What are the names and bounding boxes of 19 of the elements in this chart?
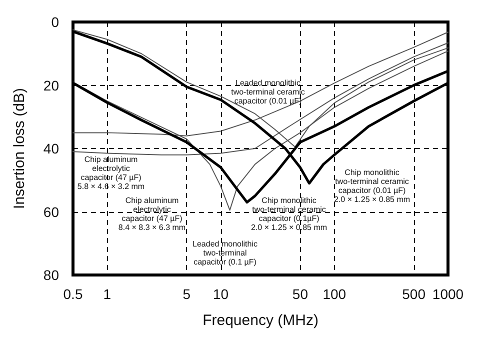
annotation: Chip aluminum electrolytic capacitor (47 µF) 8.4 × 8.3 × 6.3 mm xyxy=(118,196,186,232)
x-tick-label: 10 xyxy=(213,286,229,302)
x-tick-label: 5 xyxy=(182,286,191,302)
x-tick-label: 50 xyxy=(292,286,308,302)
annotation: Chip monolithic two-terminal ceramic capacitor (0.01 µF) 2.0 × 1.25 × 0.85 mm xyxy=(334,168,410,204)
y-axis-title: Insertion loss (dB) xyxy=(11,88,28,209)
y-tick-label: 80 xyxy=(43,267,60,283)
y-tick-label: 40 xyxy=(43,140,60,156)
y-tick-label: 60 xyxy=(43,204,60,220)
annotation: Leaded monolithic two-terminal capacitor (0.1 µF) xyxy=(192,240,258,266)
annotation: Chip monolithic two-terminal ceramic capacitor (0.1µF) 2.0 × 1.25 × 0.85 mm xyxy=(250,196,328,232)
y-tick-label: 0 xyxy=(51,14,60,30)
x-axis-title: Frequency (MHz) xyxy=(202,312,318,329)
x-tick-label: 100 xyxy=(322,286,346,302)
x-tick-label: 500 xyxy=(402,286,426,302)
x-tick-label: 0.5 xyxy=(63,286,83,302)
x-tick-label: 1000 xyxy=(432,286,464,302)
x-tick-label: 1 xyxy=(103,286,112,302)
y-tick-label: 20 xyxy=(43,77,60,94)
